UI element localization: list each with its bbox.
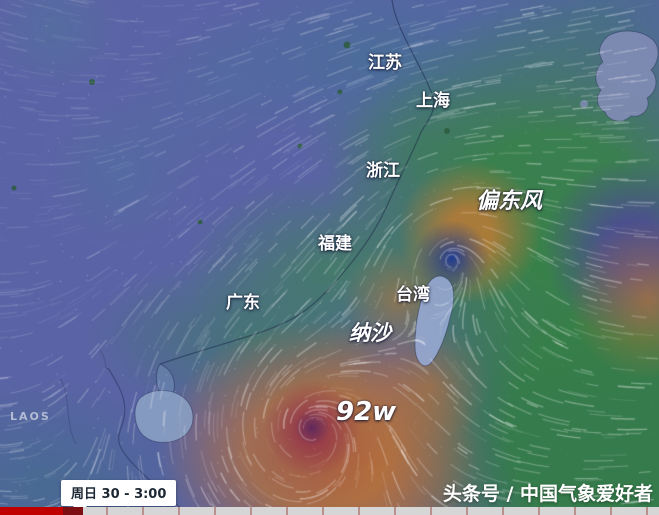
video-progress-bar[interactable] <box>0 507 659 515</box>
inland-border <box>59 349 109 445</box>
hainan-island <box>134 390 194 443</box>
small-island <box>580 100 588 108</box>
kyushu-island <box>595 30 659 122</box>
islet-markers <box>11 41 450 225</box>
timeline-tooltip: 周日 30 - 3:00 <box>61 480 177 513</box>
taiwan-island <box>414 275 455 367</box>
timeline-tooltip-text: 周日 30 - 3:00 <box>71 487 167 502</box>
china-coastline <box>159 0 435 365</box>
progress-playhead[interactable] <box>63 507 83 515</box>
